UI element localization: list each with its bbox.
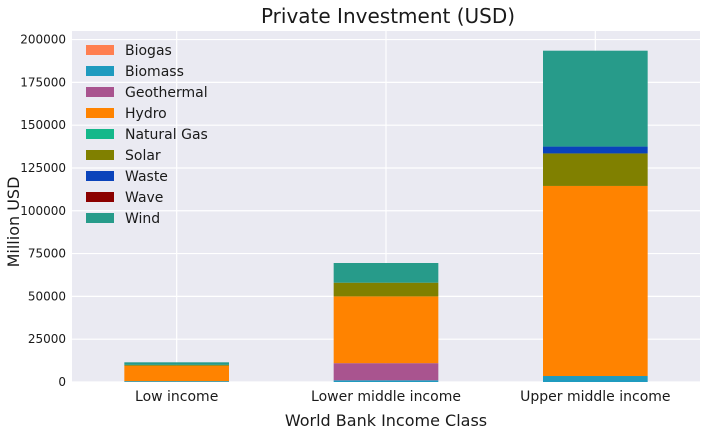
legend-swatch <box>86 213 114 223</box>
legend-label: Geothermal <box>125 85 208 101</box>
legend-swatch <box>86 87 114 97</box>
x-axis-ticks: Low income Lower middle income Upper middl… <box>135 389 671 405</box>
bar-segment <box>543 153 648 186</box>
legend-label: Wind <box>125 211 160 227</box>
legend-label: Biomass <box>125 64 184 80</box>
legend-swatch <box>86 171 114 181</box>
legend: Biogas Biomass Geothermal Hydro Natural Gas S… <box>86 43 208 227</box>
x-tick-label: Low income <box>135 389 218 405</box>
y-tick-label: 75000 <box>28 247 66 261</box>
bar-segment <box>124 365 229 382</box>
legend-label: Biogas <box>125 43 172 59</box>
legend-label: Natural Gas <box>125 127 208 143</box>
bar-segment <box>333 282 439 297</box>
y-tick-label: 125000 <box>20 161 66 175</box>
x-tick-label: Lower middle income <box>311 389 461 405</box>
legend-swatch <box>86 66 114 76</box>
bar-segment <box>543 50 648 147</box>
legend-label: Waste <box>125 169 168 185</box>
bar-segment <box>543 146 648 154</box>
bar-segment <box>543 185 648 377</box>
bar-segment <box>543 376 648 382</box>
legend-swatch <box>86 108 114 118</box>
bar-segment <box>333 296 439 364</box>
bars <box>124 50 648 382</box>
y-tick-label: 150000 <box>20 118 66 132</box>
legend-swatch <box>86 192 114 202</box>
legend-swatch <box>86 45 114 55</box>
y-tick-label: 100000 <box>20 204 66 218</box>
bar-segment <box>333 263 439 283</box>
y-axis-label: Million USD <box>4 177 23 268</box>
y-axis-ticks: 0 25000 50000 75000 100000 125000 150000 175000… <box>20 33 66 389</box>
bar-segment <box>333 380 439 382</box>
legend-label: Wave <box>125 190 163 206</box>
y-tick-label: 0 <box>58 375 66 389</box>
x-tick-label: Upper middle income <box>520 389 670 405</box>
legend-swatch <box>86 150 114 160</box>
x-axis-label: World Bank Income Class <box>285 411 487 430</box>
chart-title: Private Investment (USD) <box>261 4 515 28</box>
bar-segment <box>124 362 229 365</box>
bar-segment <box>333 363 439 381</box>
legend-label: Hydro <box>125 106 167 122</box>
bar-segment <box>124 381 229 382</box>
bar-segment <box>124 364 229 366</box>
y-tick-label: 200000 <box>20 33 66 47</box>
y-tick-label: 50000 <box>28 289 66 303</box>
y-tick-label: 25000 <box>28 332 66 346</box>
legend-label: Solar <box>125 148 161 164</box>
y-tick-label: 175000 <box>20 75 66 89</box>
legend-swatch <box>86 129 114 139</box>
